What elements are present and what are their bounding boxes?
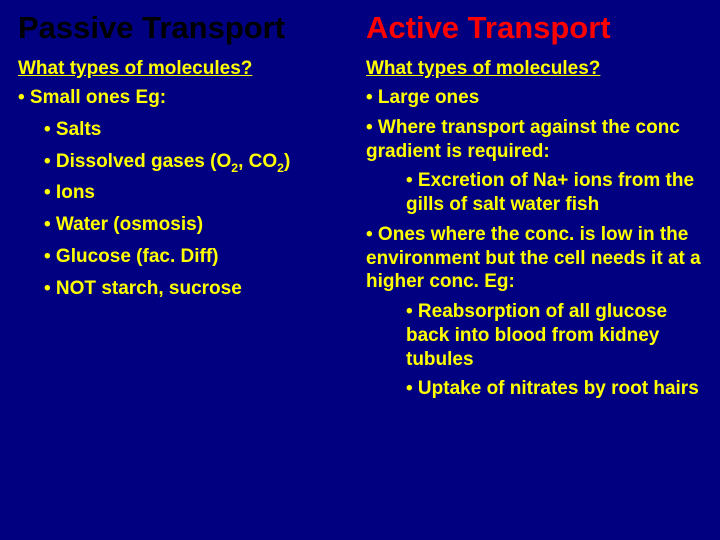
- left-bullet-not: • NOT starch, sucrose: [44, 277, 360, 301]
- left-bullet-glucose: • Glucose (fac. Diff): [44, 245, 360, 269]
- left-bullet-water: • Water (osmosis): [44, 213, 360, 237]
- content-columns: What types of molecules? • Small ones Eg…: [18, 56, 702, 407]
- left-bullet-small: • Small ones Eg:: [18, 86, 360, 110]
- title-active: Active Transport: [360, 10, 708, 46]
- left-column: What types of molecules? • Small ones Eg…: [18, 56, 360, 407]
- text: • Dissolved gases (O: [44, 151, 231, 172]
- right-column: What types of molecules? • Large ones • …: [360, 56, 702, 407]
- text: , CO: [238, 151, 277, 172]
- left-bullet-ions: • Ions: [44, 181, 360, 205]
- right-bullet-lowconc: • Ones where the conc. is low in the env…: [366, 223, 702, 294]
- title-passive: Passive Transport: [18, 10, 360, 46]
- left-bullet-salts: • Salts: [44, 118, 360, 142]
- text: ): [284, 151, 290, 172]
- right-heading: What types of molecules?: [366, 58, 702, 80]
- title-row: Passive Transport Active Transport: [18, 10, 702, 46]
- right-bullet-gradient: • Where transport against the conc gradi…: [366, 116, 702, 164]
- right-sub-excretion: • Excretion of Na+ ions from the gills o…: [406, 169, 702, 217]
- left-bullet-gases: • Dissolved gases (O2, CO2): [44, 150, 360, 174]
- right-sub-nitrates: • Uptake of nitrates by root hairs: [406, 377, 702, 401]
- left-heading: What types of molecules?: [18, 58, 360, 80]
- right-bullet-large: • Large ones: [366, 86, 702, 110]
- right-sub-reabsorption: • Reabsorption of all glucose back into …: [406, 300, 702, 371]
